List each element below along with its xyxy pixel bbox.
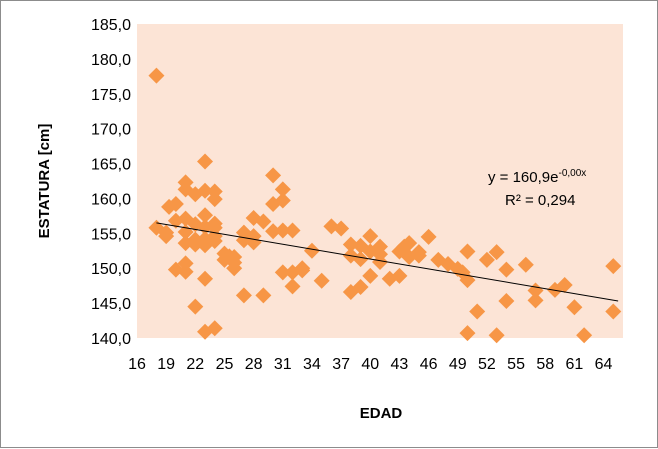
data-point [206,191,223,208]
y-axis-title: ESTATURA [cm] [36,124,53,239]
data-point [333,220,350,237]
y-tick-label: 165,0 [91,157,131,174]
x-tick-label: 28 [245,356,263,373]
x-tick-label: 25 [216,356,234,373]
data-point [294,262,311,279]
x-tick-label: 22 [186,356,204,373]
data-point [255,287,272,304]
data-point [576,327,593,344]
data-point [352,279,369,296]
x-axis-ticks: 16 19 22 25 28 31 34 37 40 43 46 49 52 55 58 61 64 [128,356,612,373]
data-point [605,258,622,275]
y-tick-label: 150,0 [91,261,131,278]
data-point [197,270,214,287]
data-point [226,260,243,277]
data-point [177,263,194,280]
data-point [517,256,534,273]
data-point [469,303,486,320]
data-point [401,235,418,252]
data-point [488,327,505,344]
trend-equation-base: y = 160,9e [488,169,558,186]
data-point [265,223,282,240]
data-point [197,207,214,224]
y-tick-label: 140,0 [91,331,131,348]
data-point [391,267,408,284]
trend-line [156,222,619,302]
x-tick-label: 37 [332,356,350,373]
data-point [362,228,379,245]
data-point [420,228,437,245]
data-point [177,255,194,272]
data-point [498,293,515,310]
x-axis-title: EDAD [360,405,403,422]
data-point [235,287,252,304]
y-tick-label: 145,0 [91,296,131,313]
data-point [352,251,369,268]
x-tick-label: 61 [566,356,584,373]
data-point [206,320,223,337]
y-tick-label: 160,0 [91,191,131,208]
data-point [284,222,301,239]
data-point [255,213,272,230]
data-point [605,303,622,320]
x-tick-label: 58 [536,356,554,373]
data-point [187,298,204,315]
data-point [284,278,301,295]
data-point [478,251,495,268]
data-point [274,192,291,209]
data-point [245,209,262,226]
y-tick-label: 185,0 [91,17,131,34]
y-tick-label: 180,0 [91,52,131,69]
data-point [197,182,214,199]
r-squared-label: R² = 0,294 [505,192,575,209]
data-point [206,233,223,250]
data-point [274,264,291,281]
x-tick-label: 19 [157,356,175,373]
plot-area [137,24,623,338]
x-tick-label: 43 [391,356,409,373]
data-point [274,181,291,198]
x-tick-label: 34 [303,356,321,373]
data-point [556,276,573,293]
y-tick-label: 170,0 [91,122,131,139]
data-point [167,196,184,213]
data-point [488,244,505,261]
x-tick-label: 52 [478,356,496,373]
x-tick-label: 31 [274,356,292,373]
data-point [342,236,359,253]
data-point [410,247,427,264]
x-tick-label: 64 [595,356,613,373]
data-point [459,325,476,342]
data-point [226,249,243,266]
data-point [177,223,194,240]
data-point [313,272,330,289]
data-point [459,243,476,260]
data-point [274,222,291,239]
x-tick-label: 55 [507,356,525,373]
trend-equation-exponent: -0,00x [558,168,586,179]
data-point [498,261,515,278]
data-point [158,228,175,245]
x-tick-label: 16 [128,356,146,373]
x-tick-label: 49 [449,356,467,373]
x-tick-label: 46 [420,356,438,373]
data-point [527,292,544,309]
data-point [566,299,583,316]
x-tick-label: 40 [361,356,379,373]
data-point [303,242,320,259]
data-point [362,267,379,284]
data-point [197,153,214,170]
data-points [148,67,622,344]
y-tick-label: 155,0 [91,226,131,243]
data-point [372,253,388,270]
y-tick-label: 175,0 [91,87,131,104]
data-point [148,67,165,84]
y-axis-ticks: 140,0 145,0 150,0 155,0 160,0 165,0 170,0 175,0… [91,17,131,348]
trend-equation: y = 160,9e-0,00x [488,168,586,186]
data-point [265,167,282,184]
